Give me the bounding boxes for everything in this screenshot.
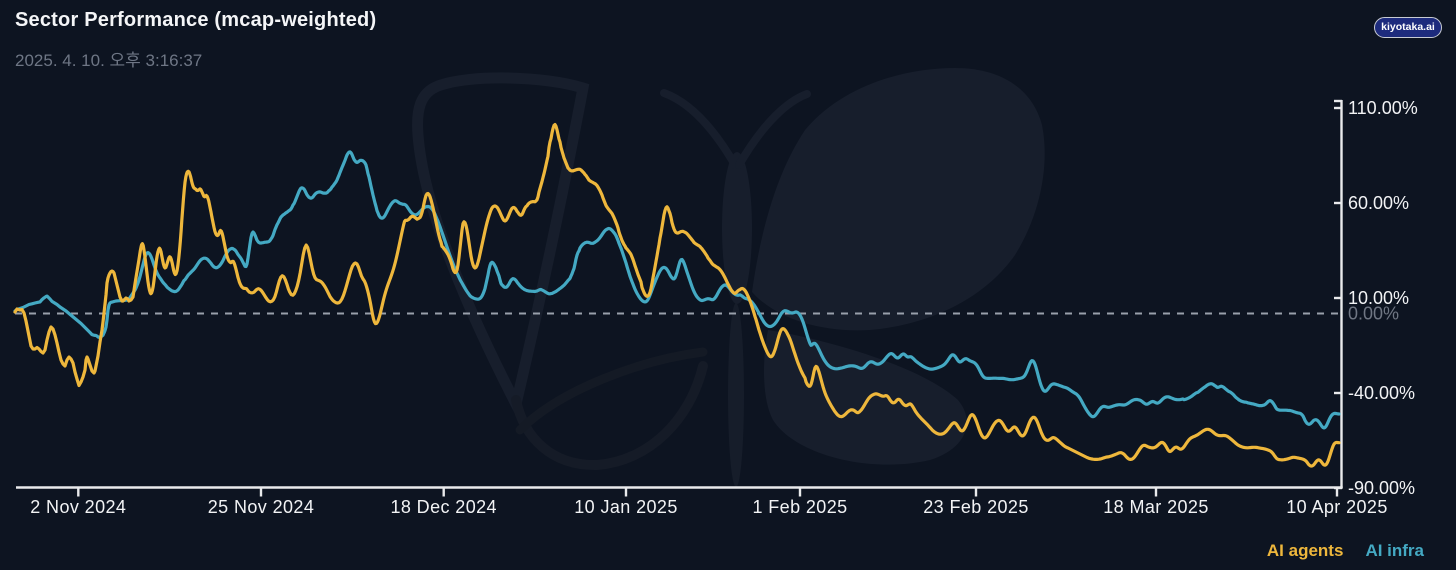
svg-text:23 Feb 2025: 23 Feb 2025 — [923, 497, 1028, 517]
svg-text:18 Dec 2024: 18 Dec 2024 — [390, 497, 496, 517]
svg-text:10.00%: 10.00% — [1348, 288, 1409, 308]
svg-text:110.00%: 110.00% — [1348, 98, 1418, 118]
svg-text:0.00%: 0.00% — [1348, 304, 1399, 324]
svg-text:-90.00%: -90.00% — [1348, 478, 1415, 498]
svg-text:-40.00%: -40.00% — [1348, 383, 1415, 403]
svg-text:1 Feb 2025: 1 Feb 2025 — [752, 497, 847, 517]
svg-text:18 Mar 2025: 18 Mar 2025 — [1103, 497, 1208, 517]
svg-text:60.00%: 60.00% — [1348, 193, 1409, 213]
svg-text:10 Apr 2025: 10 Apr 2025 — [1286, 497, 1387, 517]
svg-text:25 Nov 2024: 25 Nov 2024 — [208, 497, 314, 517]
svg-text:2 Nov 2024: 2 Nov 2024 — [30, 497, 126, 517]
svg-text:10 Jan 2025: 10 Jan 2025 — [574, 497, 678, 517]
